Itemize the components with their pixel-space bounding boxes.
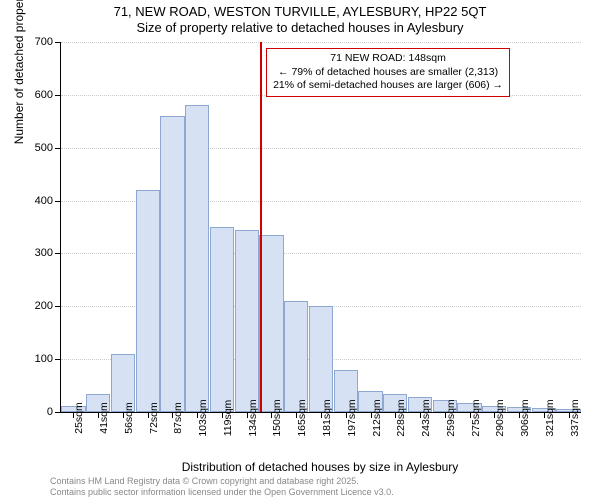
x-axis-label: Distribution of detached houses by size … (60, 460, 580, 474)
chart-title-line2: Size of property relative to detached ho… (0, 20, 600, 35)
y-tick (55, 306, 61, 307)
annotation-line: 71 NEW ROAD: 148sqm (273, 52, 503, 66)
y-tick (55, 412, 61, 413)
footer-line2: Contains public sector information licen… (50, 487, 394, 498)
x-tick-label: 290sqm (494, 399, 506, 436)
y-tick-label: 200 (35, 300, 53, 312)
x-tick-label: 321sqm (544, 399, 556, 436)
histogram-bar (160, 116, 184, 412)
y-tick-label: 400 (35, 195, 53, 207)
histogram-bar (235, 230, 259, 412)
plot-area: 010020030040050060070025sqm41sqm56sqm72s… (60, 42, 581, 413)
x-tick-label: 103sqm (197, 399, 209, 436)
x-tick-label: 72sqm (148, 402, 160, 434)
y-tick-label: 100 (35, 353, 53, 365)
y-tick (55, 95, 61, 96)
y-tick (55, 42, 61, 43)
y-tick-label: 500 (35, 142, 53, 154)
grid-line (61, 148, 581, 149)
x-tick-label: 181sqm (321, 399, 333, 436)
histogram-bar (259, 235, 283, 412)
x-tick-label: 259sqm (445, 399, 457, 436)
x-tick-label: 87sqm (172, 402, 184, 434)
x-tick-label: 134sqm (247, 399, 259, 436)
y-tick (55, 148, 61, 149)
chart-title-line1: 71, NEW ROAD, WESTON TURVILLE, AYLESBURY… (0, 4, 600, 19)
y-tick-label: 0 (47, 406, 53, 418)
x-tick-label: 275sqm (470, 399, 482, 436)
x-tick-label: 337sqm (569, 399, 581, 436)
x-tick-label: 212sqm (371, 399, 383, 436)
histogram-bar (284, 301, 308, 412)
histogram-bar (309, 306, 333, 412)
y-tick (55, 359, 61, 360)
annotation-line: 21% of semi-detached houses are larger (… (273, 79, 503, 93)
footer-line1: Contains HM Land Registry data © Crown c… (50, 476, 394, 487)
x-tick-label: 41sqm (98, 402, 110, 434)
histogram-bar (136, 190, 160, 412)
y-tick-label: 700 (35, 36, 53, 48)
x-tick-label: 119sqm (222, 400, 234, 437)
grid-line (61, 42, 581, 43)
chart-container: 71, NEW ROAD, WESTON TURVILLE, AYLESBURY… (0, 0, 600, 500)
x-tick-label: 197sqm (346, 399, 358, 436)
annotation-line: ← 79% of detached houses are smaller (2,… (273, 66, 503, 80)
x-tick-label: 165sqm (296, 399, 308, 436)
footer-attribution: Contains HM Land Registry data © Crown c… (50, 476, 394, 498)
y-tick (55, 253, 61, 254)
y-tick-label: 600 (35, 89, 53, 101)
x-tick-label: 243sqm (420, 399, 432, 436)
x-tick-label: 56sqm (123, 402, 135, 434)
x-tick-label: 228sqm (395, 399, 407, 436)
histogram-bar (185, 105, 209, 412)
annotation-box: 71 NEW ROAD: 148sqm← 79% of detached hou… (266, 48, 510, 97)
marker-line (260, 42, 262, 412)
x-tick-label: 150sqm (271, 399, 283, 436)
y-axis-label: Number of detached properties (12, 0, 26, 144)
y-tick (55, 201, 61, 202)
x-tick-label: 25sqm (73, 402, 85, 434)
histogram-bar (210, 227, 234, 412)
x-tick-label: 306sqm (519, 399, 531, 436)
y-tick-label: 300 (35, 247, 53, 259)
